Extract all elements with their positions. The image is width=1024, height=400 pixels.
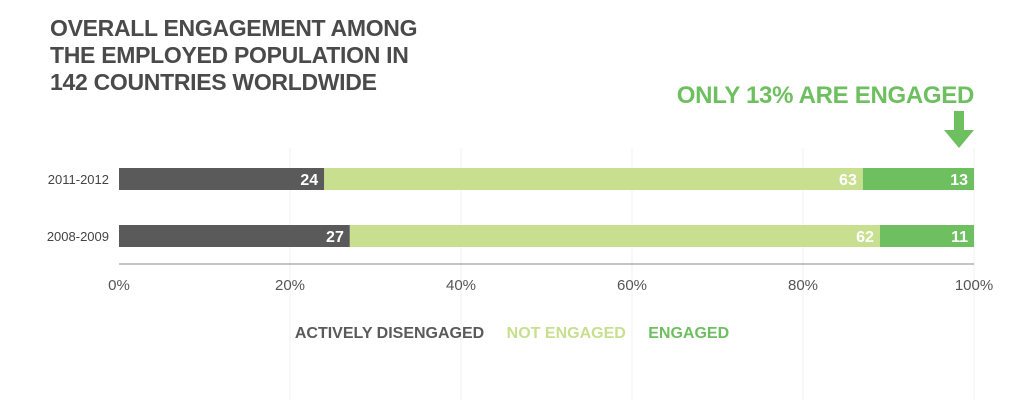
data-label-actively-disengaged-2008-2009: 27 [326, 229, 344, 246]
x-tick-60: 60% [617, 277, 647, 294]
legend-actively-disengaged: ACTIVELY DISENGAGED [294, 325, 485, 342]
x-tick-0: 0% [108, 277, 130, 294]
title-line-1: OVERALL ENGAGEMENT AMONG [50, 15, 418, 41]
legend: ACTIVELY DISENGAGED NOT ENGAGED ENGAGED [0, 325, 1024, 343]
bar-engaged-2008-2009 [879, 225, 974, 247]
bar-not-engaged-2011-2012 [324, 168, 863, 190]
data-label-engaged-2011-2012: 13 [950, 172, 968, 189]
data-label-not-engaged-2011-2012: 63 [839, 172, 857, 189]
x-tick-20: 20% [275, 277, 305, 294]
bar-actively-disengaged-2008-2009 [119, 225, 350, 247]
x-axis: 0% 20% 40% 60% 80% 100% [108, 263, 993, 294]
bar-not-engaged-2008-2009 [349, 225, 880, 247]
legend-not-engaged: NOT ENGAGED [506, 325, 626, 342]
x-tick-40: 40% [446, 277, 476, 294]
x-tick-100: 100% [955, 277, 993, 294]
title-line-2: THE EMPLOYED POPULATION IN [50, 42, 409, 68]
x-tick-80: 80% [788, 277, 818, 294]
data-label-actively-disengaged-2011-2012: 24 [300, 172, 318, 189]
category-label-2011-2012: 2011-2012 [48, 172, 109, 187]
data-label-not-engaged-2008-2009: 62 [856, 229, 874, 246]
bars: 2011-2012 24 63 13 2008-2009 27 62 11 [47, 168, 974, 247]
chart-title: OVERALL ENGAGEMENT AMONG THE EMPLOYED PO… [50, 15, 418, 96]
category-label-2008-2009: 2008-2009 [47, 229, 109, 244]
title-line-3: 142 COUNTRIES WORLDWIDE [50, 69, 377, 95]
legend-engaged: ENGAGED [648, 325, 730, 342]
engaged-callout: ONLY 13% ARE ENGAGED [676, 82, 975, 109]
bar-actively-disengaged-2011-2012 [119, 168, 325, 190]
down-arrow-icon [944, 111, 974, 148]
down-arrow-shape [944, 111, 974, 148]
bar-engaged-2011-2012 [862, 168, 974, 190]
data-label-engaged-2008-2009: 11 [951, 229, 968, 246]
